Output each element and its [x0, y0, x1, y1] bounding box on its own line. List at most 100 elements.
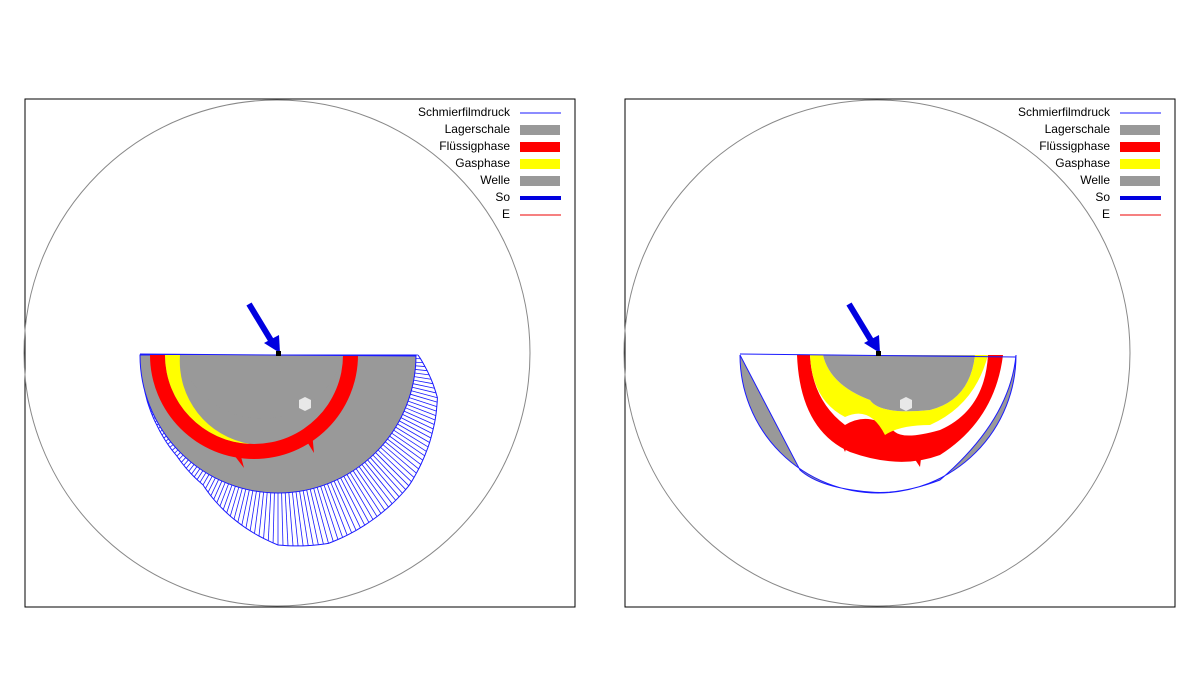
legend-label: E — [502, 207, 510, 221]
hatch-line — [370, 457, 403, 494]
hatch-line — [216, 482, 226, 503]
hatch-line — [272, 492, 275, 543]
hatch-line — [410, 393, 438, 403]
bearing-shell — [739, 354, 1017, 494]
hatch-line — [358, 466, 389, 508]
legend-label: Flüssigphase — [439, 139, 510, 153]
hatch-line — [193, 468, 201, 478]
hatch-line — [174, 449, 179, 454]
hatch-line — [199, 472, 207, 483]
hatch-line — [169, 444, 174, 448]
hatch-line — [389, 435, 424, 461]
hatch-line — [367, 459, 400, 498]
legend-label: So — [1095, 190, 1110, 204]
legend-label: Schmierfilmdruck — [418, 105, 511, 119]
legend-swatch — [520, 125, 560, 135]
hatch-line — [349, 472, 378, 517]
hatch-line — [397, 423, 430, 443]
hatch-line — [414, 372, 430, 376]
hatch-line — [406, 404, 436, 416]
hatch-line — [188, 464, 195, 472]
hatch-line — [372, 454, 406, 490]
hatch-line — [254, 491, 261, 534]
hatch-line — [411, 390, 438, 399]
hatch-line — [327, 483, 348, 536]
hatch-line — [249, 491, 257, 531]
hatch-line — [361, 464, 393, 504]
hatch-line — [380, 447, 415, 478]
shaft-center — [876, 351, 881, 356]
hatch-line — [222, 484, 233, 510]
gas-phase — [164, 355, 250, 444]
hatch-line — [191, 466, 198, 475]
outer-circle — [23, 99, 531, 607]
shaft — [823, 355, 975, 412]
hatch-line — [237, 489, 247, 523]
liquid-spike — [840, 438, 922, 467]
liquid-phase — [797, 355, 1003, 462]
hatch-line — [377, 449, 412, 482]
hatch-line — [387, 438, 422, 465]
legend-swatch — [520, 176, 560, 186]
legend-label: Flüssigphase — [1039, 139, 1110, 153]
hatch-line — [382, 444, 417, 474]
legend-swatch — [1120, 176, 1160, 186]
shaft-center — [276, 351, 281, 356]
hatch-line — [281, 492, 284, 546]
hatch-line — [391, 432, 425, 457]
hatch-line — [412, 383, 435, 389]
hatch-line — [375, 452, 410, 487]
legend-swatch — [520, 142, 560, 152]
center-marker — [900, 397, 912, 411]
hatch-line — [176, 452, 181, 457]
hatch-line — [171, 447, 176, 451]
hatch-line — [210, 479, 219, 496]
hatch-line — [207, 477, 216, 493]
hatch-line — [167, 441, 172, 445]
legend-label: Gasphase — [1055, 156, 1110, 170]
pressure-outline — [144, 354, 438, 547]
hatch-line — [414, 376, 432, 380]
hatch-line — [413, 379, 433, 385]
hatch-line — [219, 483, 229, 507]
hatch-line — [320, 486, 339, 540]
legend-label: Lagerschale — [445, 122, 511, 136]
legend-label: Welle — [480, 173, 510, 187]
hatch-line — [196, 470, 204, 480]
legend-label: Gasphase — [455, 156, 510, 170]
legend-swatch — [520, 159, 560, 169]
panel: Schmierfilmdruck Lagerschale Flüssigphase G… — [623, 98, 1176, 608]
hatch-line — [400, 417, 433, 434]
hatch-line — [407, 400, 437, 412]
panel: Schmierfilmdruck Lagerschale Flüssigphase G… — [23, 98, 576, 608]
frame — [624, 98, 1176, 608]
hatch-line — [226, 486, 236, 513]
legend-swatch — [1120, 125, 1160, 135]
hatch-line — [384, 441, 419, 470]
gas-phase — [810, 355, 988, 435]
hatch-line — [302, 490, 314, 546]
hatch-line — [165, 438, 169, 442]
hatch-line — [415, 369, 428, 372]
hatch-line — [295, 491, 304, 546]
hatch-line — [409, 397, 437, 407]
hatch-line — [402, 414, 434, 430]
outer-circle — [623, 99, 1131, 607]
hatch-line — [333, 480, 357, 531]
load-arrowhead — [264, 335, 280, 353]
hatch-line — [395, 426, 429, 448]
hatch-line — [245, 490, 254, 529]
hatch-line — [343, 476, 370, 523]
hatch-line — [185, 461, 192, 469]
hatch-line — [163, 435, 167, 439]
hatch-line — [299, 491, 309, 546]
legend-label: Welle — [1080, 173, 1110, 187]
hatch-line — [263, 492, 268, 539]
liquid-spike — [234, 432, 314, 468]
hatch-line — [399, 420, 432, 439]
legend-swatch — [1120, 159, 1160, 169]
hatch-line — [288, 492, 294, 546]
load-arrow — [246, 302, 275, 344]
hatch-line — [403, 410, 435, 425]
